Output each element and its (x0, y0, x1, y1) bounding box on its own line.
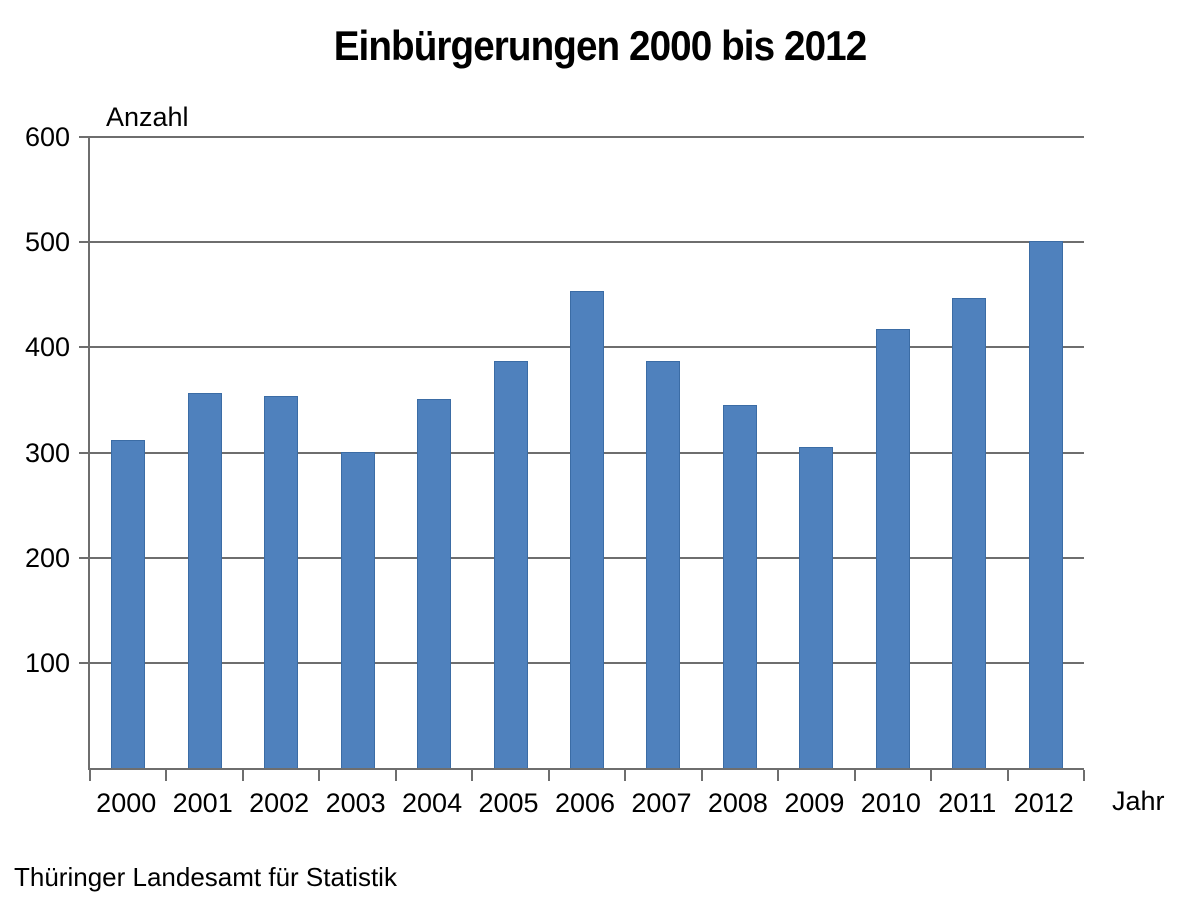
bar-2005 (493, 361, 528, 768)
y-tick-label: 400 (24, 332, 70, 363)
x-axis-tick (318, 770, 321, 781)
y-tick-label: 500 (24, 227, 70, 258)
x-tick-label: 2001 (172, 788, 233, 818)
x-tick-label: 2012 (1013, 788, 1074, 818)
bar-2007 (646, 361, 681, 768)
x-tick-label: 2006 (554, 788, 616, 818)
x-axis-tick (241, 770, 244, 781)
x-axis-tick (547, 770, 550, 781)
bar-2002 (264, 396, 299, 768)
x-axis-tick (1006, 770, 1009, 781)
x-axis-tick (930, 770, 933, 781)
y-tick-label: 300 (24, 437, 70, 468)
x-tick-label: 2005 (478, 788, 539, 818)
x-tick-label: 2007 (631, 788, 692, 818)
bar-2011 (952, 298, 987, 768)
x-tick-label: 2008 (707, 788, 768, 818)
x-axis-tick (89, 770, 91, 781)
y-axis-title: Anzahl (106, 102, 189, 132)
x-axis-tick (471, 770, 474, 781)
x-tick-label: 2003 (325, 788, 386, 818)
x-tick-label: 2000 (96, 788, 157, 818)
y-tick-label: 100 (24, 647, 70, 678)
x-tick-label: 2004 (402, 788, 463, 818)
x-tick-label: 2002 (249, 788, 310, 818)
x-axis-tick (624, 770, 627, 781)
x-axis-tick (165, 770, 168, 781)
gridline-600 (79, 136, 1084, 138)
bar-2006 (570, 291, 604, 768)
x-tick-label: 2009 (784, 788, 845, 818)
x-axis-title: Jahr (1112, 786, 1165, 816)
plot-area (79, 136, 1085, 781)
bar-2008 (722, 405, 757, 768)
x-axis-tick (777, 770, 780, 781)
x-axis-tick (1083, 770, 1085, 781)
x-tick-label: 2011 (938, 788, 997, 818)
bar-2003 (340, 452, 375, 768)
bar-2000 (111, 440, 146, 768)
bar-2010 (875, 329, 910, 768)
y-tick-label: 600 (24, 122, 70, 152)
chart-title: Einbürgerungen 2000 bis 2012 (333, 22, 867, 69)
x-tick-label: 2010 (860, 788, 921, 818)
bar-2001 (187, 393, 222, 768)
x-axis-tick (394, 770, 397, 781)
x-axis-tick (853, 770, 856, 781)
bar-2009 (799, 447, 834, 768)
y-tick-label: 200 (24, 542, 70, 573)
source-note: Thüringer Landesamt für Statistik (14, 862, 397, 892)
bar-2012 (1028, 241, 1063, 768)
bar-2004 (417, 399, 452, 768)
x-axis-tick (700, 770, 703, 781)
gridline-500 (79, 241, 1084, 244)
